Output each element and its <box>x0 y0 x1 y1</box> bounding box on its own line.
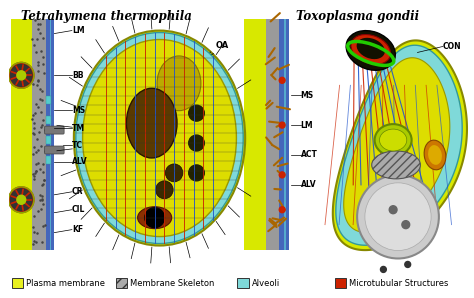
Ellipse shape <box>380 129 407 151</box>
Text: Alveoli: Alveoli <box>252 279 280 288</box>
Ellipse shape <box>137 207 172 229</box>
FancyBboxPatch shape <box>46 156 52 164</box>
Circle shape <box>145 208 164 228</box>
Ellipse shape <box>351 35 391 64</box>
Circle shape <box>389 206 397 214</box>
FancyBboxPatch shape <box>32 18 46 249</box>
Text: KF: KF <box>72 225 83 234</box>
Circle shape <box>402 221 410 229</box>
Text: ALV: ALV <box>301 180 316 189</box>
Text: Toxoplasma gondii: Toxoplasma gondii <box>296 10 419 23</box>
Text: CR: CR <box>72 187 83 196</box>
Circle shape <box>17 195 26 204</box>
Circle shape <box>9 62 34 88</box>
Ellipse shape <box>428 145 442 165</box>
Circle shape <box>189 105 204 121</box>
Circle shape <box>279 122 285 128</box>
Circle shape <box>9 187 34 213</box>
Circle shape <box>357 175 439 258</box>
FancyBboxPatch shape <box>49 18 52 249</box>
Text: Plasma membrane: Plasma membrane <box>26 279 105 288</box>
FancyBboxPatch shape <box>244 18 265 249</box>
Circle shape <box>189 135 204 151</box>
Text: LM: LM <box>72 26 84 35</box>
Text: OA: OA <box>216 41 229 50</box>
Circle shape <box>279 172 285 178</box>
FancyBboxPatch shape <box>237 278 249 288</box>
Ellipse shape <box>127 88 177 158</box>
Circle shape <box>405 261 410 267</box>
Ellipse shape <box>157 56 201 111</box>
Text: CON: CON <box>443 42 461 51</box>
Text: LM: LM <box>301 121 313 130</box>
FancyBboxPatch shape <box>46 96 52 104</box>
Ellipse shape <box>356 38 385 59</box>
Text: ACT: ACT <box>301 150 318 159</box>
FancyBboxPatch shape <box>46 18 49 249</box>
Ellipse shape <box>82 40 237 237</box>
Ellipse shape <box>76 32 243 243</box>
FancyBboxPatch shape <box>335 278 346 288</box>
FancyBboxPatch shape <box>279 18 284 249</box>
Text: TC: TC <box>72 141 83 150</box>
Circle shape <box>10 64 32 86</box>
Circle shape <box>155 181 173 199</box>
Ellipse shape <box>372 151 420 179</box>
Ellipse shape <box>374 124 411 156</box>
Text: ALV: ALV <box>72 157 88 167</box>
Ellipse shape <box>424 140 446 170</box>
Circle shape <box>279 77 285 83</box>
Polygon shape <box>336 45 462 245</box>
Text: Microtubular Structures: Microtubular Structures <box>349 279 449 288</box>
Text: MS: MS <box>301 91 314 100</box>
Circle shape <box>17 71 26 80</box>
FancyBboxPatch shape <box>265 18 279 249</box>
Polygon shape <box>333 41 467 250</box>
Text: BB: BB <box>72 71 83 80</box>
Circle shape <box>189 165 204 181</box>
Circle shape <box>365 183 431 251</box>
Text: Membrane Skeleton: Membrane Skeleton <box>130 279 215 288</box>
FancyBboxPatch shape <box>46 136 52 144</box>
Text: Tetrahymena thermophila: Tetrahymena thermophila <box>20 10 191 23</box>
FancyBboxPatch shape <box>11 278 23 288</box>
Text: CIL: CIL <box>72 205 85 214</box>
Ellipse shape <box>74 31 245 246</box>
FancyBboxPatch shape <box>46 116 52 124</box>
FancyBboxPatch shape <box>284 18 286 249</box>
FancyBboxPatch shape <box>45 126 64 134</box>
Text: MS: MS <box>72 106 85 115</box>
FancyBboxPatch shape <box>45 146 64 154</box>
Circle shape <box>279 207 285 213</box>
Text: TM: TM <box>72 124 85 133</box>
FancyBboxPatch shape <box>286 18 289 249</box>
FancyBboxPatch shape <box>116 278 128 288</box>
Polygon shape <box>344 58 450 233</box>
FancyBboxPatch shape <box>52 18 55 249</box>
Circle shape <box>381 266 386 272</box>
Circle shape <box>10 189 32 211</box>
FancyBboxPatch shape <box>10 18 32 249</box>
Ellipse shape <box>346 31 395 70</box>
Circle shape <box>165 164 183 182</box>
